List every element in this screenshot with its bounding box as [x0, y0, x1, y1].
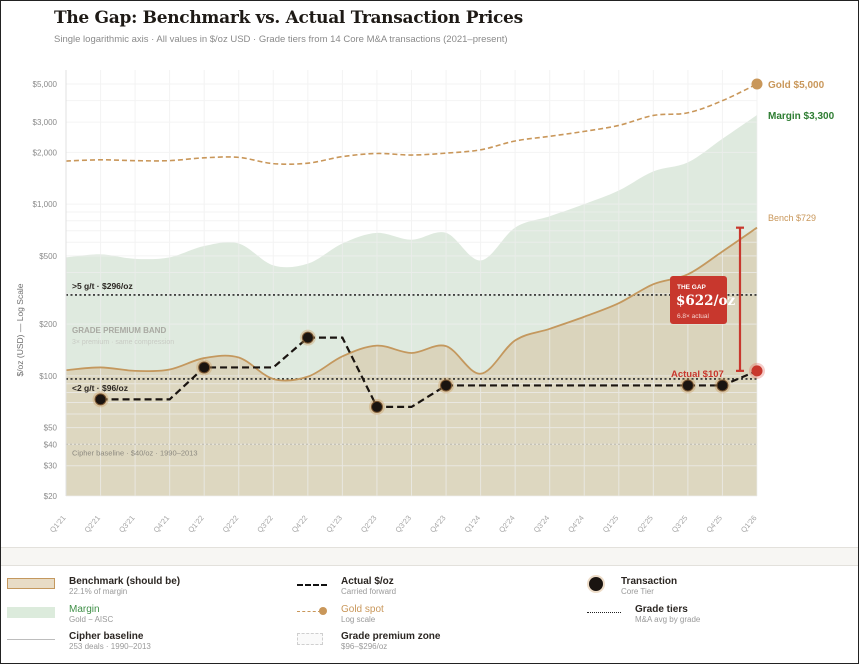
x-tick-label: Q1'23 — [324, 514, 344, 535]
legend-sublabel: 253 deals · 1990–2013 — [69, 642, 151, 651]
margin-swatch — [7, 604, 57, 620]
actual-end-label: Actual $107 — [671, 369, 724, 380]
y-axis-title: $/oz (USD) — Log Scale — [15, 283, 25, 376]
chart-subtitle: Single logarithmic axis · All values in … — [54, 34, 508, 45]
x-tick-label: Q1'26 — [739, 514, 759, 535]
benchmark-swatch — [7, 576, 57, 592]
actual-swatch — [297, 576, 329, 592]
x-tick-label: Q2'24 — [497, 514, 517, 535]
x-tick-label: Q4'24 — [566, 514, 586, 535]
baseline-swatch — [7, 631, 57, 647]
benchmark-line — [65, 226, 758, 382]
legend-item-transaction: Transaction Core Tier — [587, 576, 677, 597]
legend-sublabel: Gold − AISC — [69, 615, 114, 624]
chart-plot: >5 g/t · $296/oz <2 g/t · $96/oz Cipher ba… — [15, 70, 835, 535]
gap-callout-value: $622/oz — [676, 293, 736, 309]
y-tick-label: $20 — [44, 492, 58, 501]
y-tick-label: $50 — [44, 424, 58, 433]
x-tick-label: Q3'23 — [393, 514, 413, 535]
legend-separator — [1, 547, 858, 566]
transaction-swatch — [587, 576, 609, 592]
legend-sublabel: $96–$296/oz — [341, 642, 388, 651]
cipher-baseline-label: Cipher baseline · $40/oz · 1990–2013 — [72, 448, 198, 457]
gap-callout-note: 6.8× actual — [677, 313, 710, 320]
y-tick-label: $3,000 — [33, 118, 58, 127]
transaction-point — [716, 379, 729, 392]
legend-item-grade-zone: Grade premium zone $96–$296/oz — [297, 631, 440, 652]
x-tick-label: Q4'21 — [152, 514, 172, 535]
grade-tier-label: <2 g/t · $96/oz — [72, 383, 128, 393]
legend-item-gold-spot: Gold spot Log scale — [297, 604, 384, 625]
transaction-point — [301, 331, 314, 344]
legend-item-benchmark: Benchmark (should be) 22.1% of margin — [7, 576, 180, 597]
gap-callout-title: THE GAP — [677, 284, 707, 291]
x-tick-label: Q4'23 — [428, 514, 448, 535]
x-tick-label: Q2'21 — [82, 514, 102, 535]
legend-sublabel: M&A avg by grade — [635, 615, 701, 624]
y-tick-label: $40 — [44, 440, 58, 449]
legend-sublabel: 22.1% of margin — [69, 587, 128, 596]
y-tick-label: $1,000 — [33, 200, 58, 209]
transaction-point — [198, 361, 211, 374]
grade-band-sublabel: 3× premium · same compression — [72, 339, 174, 346]
grade-zone-swatch — [297, 631, 329, 647]
legend-label: Grade premium zone — [341, 631, 441, 642]
x-tick-label: Q4'25 — [704, 514, 724, 535]
y-tick-label: $200 — [39, 320, 57, 329]
margin-end-label: Margin $3,300 — [768, 111, 835, 122]
transaction-point — [370, 400, 383, 413]
legend-label: Transaction — [621, 576, 678, 587]
transaction-point — [440, 379, 453, 392]
chart-title: The Gap: Benchmark vs. Actual Transactio… — [54, 8, 523, 28]
y-tick-label: $2,000 — [33, 148, 58, 157]
legend-item-grade-tiers: Grade tiers M&A avg by grade — [587, 604, 700, 625]
x-tick-label: Q4'22 — [290, 514, 310, 535]
x-tick-label: Q3'25 — [670, 514, 690, 535]
x-tick-label: Q2'22 — [221, 514, 241, 535]
gold-end-label: Gold $5,000 — [768, 80, 825, 91]
grade-tiers-swatch — [587, 604, 623, 620]
transaction-point — [681, 379, 694, 392]
x-tick-label: Q3'21 — [117, 514, 137, 535]
legend-item-actual: Actual $/oz Carried forward — [297, 576, 396, 597]
gap-callout-box — [670, 276, 727, 324]
x-tick-label: Q1'25 — [601, 514, 621, 535]
y-tick-label: $500 — [39, 252, 57, 261]
y-tick-label: $100 — [39, 372, 57, 381]
y-tick-label: $5,000 — [33, 80, 58, 89]
bench-end-label: Bench $729 — [768, 213, 816, 223]
x-tick-label: Q1'24 — [463, 514, 483, 535]
legend-label: Gold spot — [341, 604, 384, 615]
legend-label: Margin — [69, 604, 100, 615]
legend-item-cipher-baseline: Cipher baseline 253 deals · 1990–2013 — [7, 631, 151, 652]
legend-label: Cipher baseline — [69, 631, 144, 642]
x-tick-label: Q2'23 — [359, 514, 379, 535]
transaction-point — [94, 393, 107, 406]
legend-item-margin: Margin Gold − AISC — [7, 604, 113, 625]
legend-label: Actual $/oz — [341, 576, 394, 587]
gold-swatch — [297, 604, 329, 620]
gold-spot-line — [65, 83, 758, 166]
x-tick-label: Q2'25 — [635, 514, 655, 535]
actual-end-marker — [751, 365, 763, 377]
gold-end-marker — [751, 78, 763, 90]
legend-label: Benchmark (should be) — [69, 576, 181, 587]
x-tick-label: Q1'22 — [186, 514, 206, 535]
grade-tier-label: >5 g/t · $296/oz — [72, 281, 133, 291]
legend-sublabel: Carried forward — [341, 587, 397, 596]
y-tick-label: $30 — [44, 462, 58, 471]
legend-sublabel: Core Tier — [621, 587, 654, 596]
legend-label: Grade tiers — [635, 604, 688, 615]
grade-band-label: GRADE PREMIUM BAND — [72, 326, 166, 335]
x-tick-label: Q3'24 — [532, 514, 552, 535]
x-tick-label: Q3'22 — [255, 514, 275, 535]
legend-sublabel: Log scale — [341, 615, 376, 624]
x-tick-label: Q1'21 — [48, 514, 68, 535]
